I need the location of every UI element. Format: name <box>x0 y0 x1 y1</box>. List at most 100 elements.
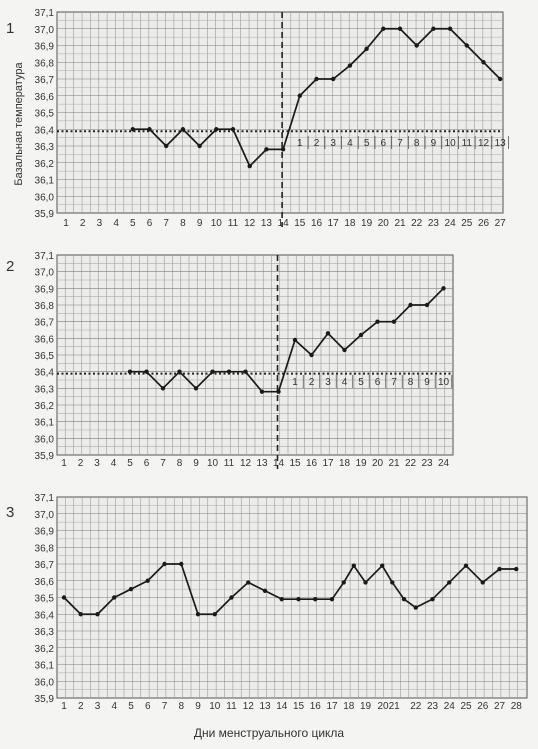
chart3-data-point <box>401 596 407 602</box>
panel-number-1: 1 <box>6 20 15 37</box>
chart3-x-tick: 5 <box>128 701 134 712</box>
chart3-x-tick: 14 <box>276 701 288 712</box>
chart1-phase-day: 8 <box>414 138 420 149</box>
chart2-data-point <box>160 386 166 391</box>
chart3-data-point <box>61 595 67 600</box>
chart1-y-tick: 36,7 <box>35 75 55 86</box>
chart3-y-tick: 36,5 <box>35 594 55 605</box>
chart2-y-tick: 36,1 <box>35 418 55 429</box>
chart2-x-tick: 24 <box>438 458 450 469</box>
chart1-data-point <box>230 127 236 132</box>
chart2-y-tick: 36,4 <box>35 368 55 379</box>
chart1-x-tick: 5 <box>130 218 136 229</box>
chart3-y-tick: 36,8 <box>35 543 55 554</box>
chart2-y-tick: 36,3 <box>35 384 55 395</box>
chart1-data-point <box>397 26 403 31</box>
chart3-y-tick: 36,3 <box>35 627 55 638</box>
chart3-data-point <box>279 596 284 602</box>
chart1-y-tick: 36,9 <box>35 42 55 53</box>
chart2-data-point <box>325 331 331 336</box>
chart1-data-point <box>447 26 453 31</box>
chart3-y-tick: 35,9 <box>35 694 55 705</box>
chart2-data-point <box>226 369 232 374</box>
chart2-data-point <box>391 319 397 324</box>
chart1-data-point <box>414 43 419 48</box>
chart3-x-tick: 8 <box>178 701 184 712</box>
chart3-x-tick: 10 <box>209 701 221 712</box>
chart3-x-tick: 3 <box>95 701 101 712</box>
chart2-x-tick: 20 <box>372 458 384 469</box>
chart3-data-point <box>380 563 385 568</box>
chart2-data-point <box>243 369 248 374</box>
chart3-y-tick: 36,2 <box>35 644 55 655</box>
chart2-data-point <box>210 369 215 374</box>
chart3-data-point <box>497 566 502 572</box>
chart1-x-tick: 1 <box>63 218 69 229</box>
chart1-y-tick: 36,0 <box>35 192 55 203</box>
chart2-y-tick: 36,6 <box>35 334 55 345</box>
chart1-phase-day: 9 <box>431 138 437 149</box>
chart3-data-point <box>447 580 452 585</box>
chart1-y-tick: 36,5 <box>35 109 55 120</box>
chart2-x-tick: 5 <box>127 458 133 469</box>
chart3-data-point <box>212 612 217 617</box>
chart3-x-tick: 1 <box>61 701 67 712</box>
chart2-data-point <box>127 369 133 374</box>
chart3-x-tick: 17 <box>326 701 338 712</box>
chart1-x-tick: 8 <box>180 218 186 229</box>
chart1-phase-day: 3 <box>330 138 336 149</box>
chart1-x-tick: 22 <box>411 218 423 229</box>
chart1-data-point <box>381 26 386 31</box>
chart2-x-tick: 1 <box>61 458 67 469</box>
chart3-series-line <box>63 563 517 616</box>
chart1-x-tick: 11 <box>228 218 239 229</box>
chart1-y-tick: 36,3 <box>35 142 55 153</box>
chart1-data-point <box>297 93 302 98</box>
chart1-y-tick: 37,0 <box>35 25 55 36</box>
chart3-x-tick: 2 <box>78 701 84 712</box>
chart3-data-point <box>179 561 184 567</box>
chart3-x-tick: 22 <box>410 701 422 712</box>
chart1-x-tick: 10 <box>211 218 223 229</box>
chart3-x-tick: 16 <box>310 701 322 712</box>
chart2-x-tick: 8 <box>177 458 183 469</box>
chart3-data-point <box>363 580 368 585</box>
chart1-x-tick: 27 <box>495 218 507 229</box>
chart3-data-point <box>313 596 318 602</box>
x-axis-title: Дни менструального цикла <box>193 726 345 740</box>
chart2-y-tick: 36,2 <box>35 401 55 412</box>
chart1-x-tick: 25 <box>461 218 473 229</box>
chart3-data-point <box>341 580 346 585</box>
chart1-phase-day: 1 <box>297 138 303 149</box>
chart1-x-tick: 26 <box>478 218 490 229</box>
chart1-phase-day: 12 <box>478 138 490 149</box>
chart1-data-point <box>498 76 503 82</box>
chart1-y-tick: 35,9 <box>35 209 55 220</box>
chart1-data-point <box>264 147 269 152</box>
chart3-data-point <box>128 586 134 592</box>
chart3-y-tick: 36,1 <box>35 661 55 672</box>
chart2-data-point <box>358 332 364 338</box>
chart1-y-tick: 36,6 <box>35 92 55 103</box>
chart1-y-tick: 36,4 <box>35 125 55 136</box>
chart1-phase-day: 6 <box>381 138 387 149</box>
chart2-phase-day: 3 <box>325 377 331 388</box>
chart1-data-point <box>130 127 135 132</box>
chart2-x-tick: 3 <box>94 458 100 469</box>
chart3-y-tick: 36,0 <box>35 677 55 688</box>
chart3-y-tick: 36,9 <box>35 527 55 538</box>
chart2-data-point <box>441 286 446 291</box>
chart3-x-tick: 12 <box>243 701 255 712</box>
chart3-data-point <box>262 588 268 593</box>
chart3-data-point <box>329 596 335 602</box>
chart2-x-tick: 6 <box>144 458 150 469</box>
chart1-phase-day: 2 <box>314 138 320 149</box>
chart1-data-point <box>364 46 369 52</box>
chart1-data-point <box>147 127 152 132</box>
chart3-x-tick: 19 <box>360 701 372 712</box>
chart2-phase-day: 5 <box>358 377 364 388</box>
chart3-x-tick: 25 <box>460 701 472 712</box>
chart2-data-point <box>259 389 265 394</box>
chart3-data-point <box>112 595 117 600</box>
